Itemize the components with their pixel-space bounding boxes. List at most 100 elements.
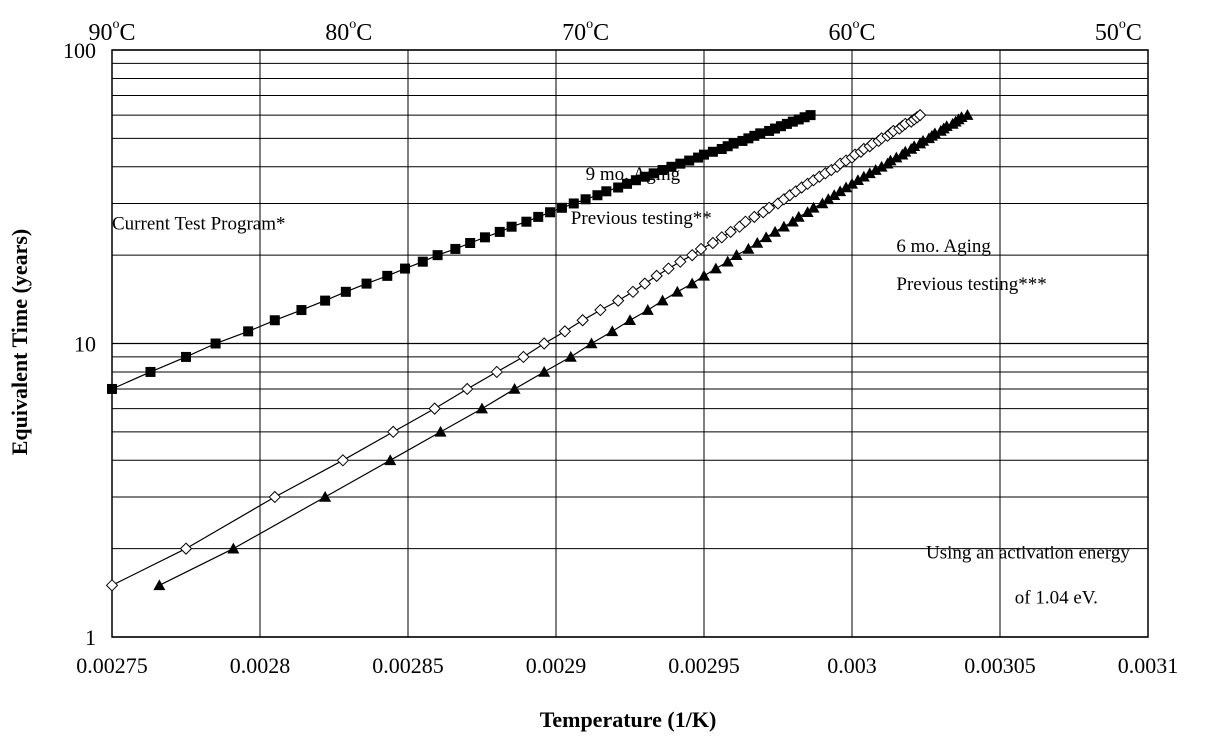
- data-point-triangle: [884, 154, 897, 166]
- x-tick-label: 0.00305: [964, 653, 1036, 678]
- data-point-diamond: [537, 337, 551, 350]
- data-point-square: [592, 190, 603, 201]
- data-point-square: [799, 112, 810, 123]
- chart-annotation: 6 mo. Aging: [896, 236, 991, 257]
- data-point-square: [533, 211, 544, 222]
- y-tick-label: 1: [85, 625, 96, 650]
- chart-annotation: of 1.04 eV.: [1015, 588, 1098, 609]
- data-point-triangle: [846, 177, 858, 189]
- top-temperature-labels: 90oC 80oC 70oC 60oC 50oC: [88, 17, 1141, 46]
- data-point-triangle: [875, 160, 888, 172]
- data-point-triangle: [564, 350, 577, 362]
- data-point-square: [432, 250, 443, 261]
- data-series: [153, 109, 974, 591]
- data-point-triangle: [641, 304, 654, 315]
- data-point-diamond: [748, 210, 761, 224]
- data-point-diamond: [611, 294, 625, 307]
- data-point-triangle: [869, 164, 882, 175]
- data-point-triangle: [834, 185, 847, 197]
- data-point-triangle: [709, 262, 722, 274]
- series-group: [105, 108, 974, 592]
- data-point-triangle: [585, 337, 598, 349]
- data-point-triangle: [538, 365, 551, 377]
- chart-annotation: Previous testing***: [896, 274, 1046, 295]
- data-point-triangle: [476, 402, 488, 414]
- data-point-triangle: [863, 167, 876, 179]
- data-point-square: [707, 146, 718, 157]
- data-point-square: [722, 141, 733, 152]
- data-point-square: [764, 125, 775, 136]
- chart-annotation: Current Test Program*: [112, 213, 286, 234]
- data-point-square: [521, 216, 532, 227]
- data-point-triangle: [899, 145, 912, 157]
- data-point-diamond: [685, 248, 699, 262]
- y-tick-label: 100: [63, 38, 96, 63]
- data-point-square: [107, 383, 117, 394]
- plot-area-border: [111, 49, 1149, 638]
- data-point-diamond: [576, 314, 589, 327]
- chart-annotation: 9 mo. Aging: [586, 164, 681, 185]
- top-temperature-label: 90oC: [88, 17, 135, 46]
- data-point-triangle: [656, 294, 669, 306]
- data-point-square: [666, 161, 677, 172]
- data-point-triangle: [384, 454, 397, 466]
- data-point-square: [805, 110, 816, 121]
- data-point-triangle: [777, 220, 790, 232]
- data-point-triangle: [624, 314, 636, 326]
- data-point-square: [320, 295, 331, 306]
- data-point-square: [400, 263, 411, 274]
- data-point-square: [296, 305, 307, 316]
- data-point-diamond: [913, 108, 927, 122]
- data-point-square: [693, 152, 704, 163]
- annotations: Current Test Program* 9 mo. Aging Previous…: [112, 164, 1130, 608]
- data-point-diamond: [268, 490, 282, 504]
- data-point-square: [684, 155, 695, 166]
- data-point-diamond: [762, 201, 776, 214]
- y-tick-label: 10: [74, 332, 96, 357]
- data-point-square: [340, 286, 351, 297]
- data-point-triangle: [786, 215, 799, 227]
- data-point-triangle: [153, 579, 166, 591]
- data-point-triangle: [508, 382, 521, 394]
- data-point-square: [699, 149, 709, 160]
- top-temperature-label: 60oC: [828, 17, 875, 46]
- data-point-square: [749, 130, 760, 141]
- data-point-square: [770, 123, 781, 134]
- x-tick-label: 0.00285: [372, 653, 444, 678]
- data-point-square: [716, 143, 727, 154]
- data-point-square: [657, 165, 668, 176]
- data-point-triangle: [760, 231, 773, 243]
- data-point-triangle: [227, 542, 240, 554]
- data-series: [107, 110, 816, 394]
- data-point-diamond: [724, 225, 737, 239]
- data-point-square: [479, 232, 490, 243]
- data-point-square: [545, 207, 556, 218]
- tick-labels: 0.00275 0.0028 0.00285 0.0029 0.00295 0.003 0.…: [63, 38, 1178, 678]
- data-point-triangle: [890, 151, 903, 163]
- data-point-square: [465, 237, 476, 248]
- x-tick-label: 0.0028: [230, 653, 291, 678]
- data-point-diamond: [739, 215, 752, 228]
- data-point-diamond: [594, 303, 607, 317]
- data-point-square: [787, 116, 798, 127]
- data-point-triangle: [721, 255, 734, 267]
- data-point-diamond: [460, 382, 474, 396]
- chart-annotation: Previous testing**: [571, 208, 712, 229]
- data-point-triangle: [840, 181, 853, 193]
- data-point-diamond: [626, 285, 640, 299]
- data-point-square: [361, 278, 372, 289]
- data-point-diamond: [558, 325, 572, 338]
- data-point-triangle: [698, 269, 710, 281]
- data-point-diamond: [105, 579, 119, 592]
- data-point-diamond: [428, 402, 441, 415]
- data-point-square: [243, 326, 254, 337]
- x-axis-title: Temperature (1/K): [540, 707, 717, 732]
- data-point-square: [675, 158, 686, 169]
- data-point-square: [793, 114, 804, 125]
- x-tick-label: 0.00295: [668, 653, 740, 678]
- data-point-square: [580, 194, 591, 205]
- x-tick-label: 0.003: [827, 653, 877, 678]
- data-point-square: [181, 351, 191, 362]
- data-point-square: [728, 138, 739, 149]
